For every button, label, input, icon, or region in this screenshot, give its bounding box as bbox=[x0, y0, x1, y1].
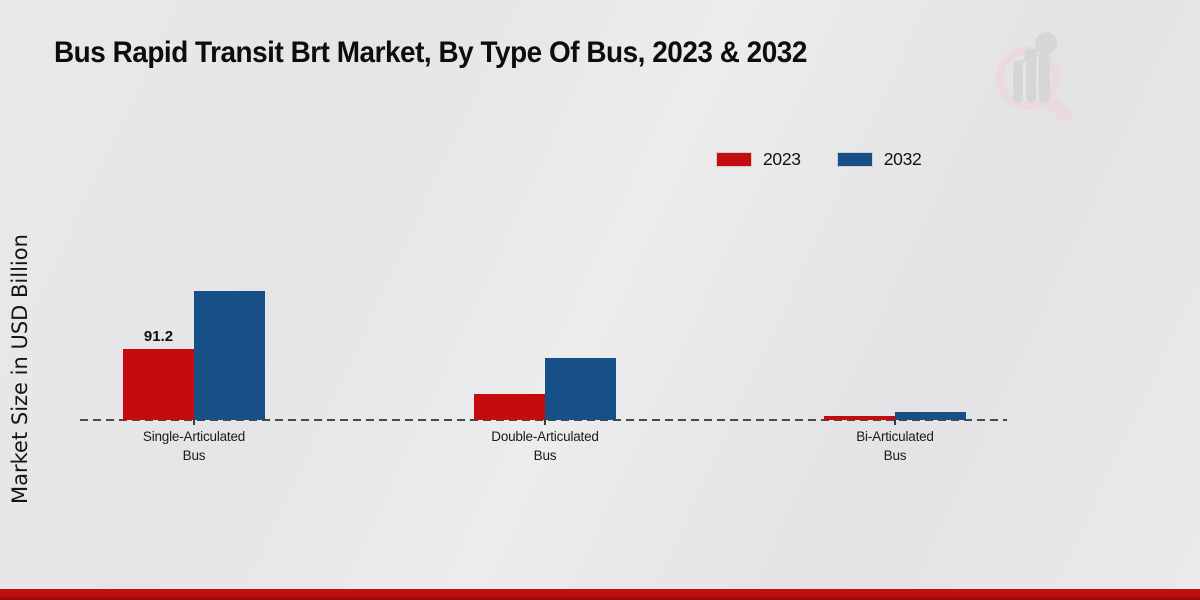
x-tick-label: Single-Articulated Bus bbox=[142, 429, 246, 463]
legend-swatch-2032 bbox=[836, 152, 873, 167]
x-tick-label: Double-Articulated Bus bbox=[491, 429, 599, 463]
legend-item-2023: 2023 bbox=[716, 149, 801, 170]
legend-swatch-2023 bbox=[716, 152, 752, 167]
legend-label-2023: 2023 bbox=[763, 149, 801, 169]
footer-accent-bar bbox=[0, 589, 1200, 600]
x-axis-baseline bbox=[80, 419, 1007, 421]
x-axis-tick bbox=[544, 420, 546, 425]
bar-2032-bi-articulated-bus bbox=[895, 412, 966, 420]
x-tick-label: Bi-Articulated Bus bbox=[856, 429, 934, 463]
x-axis-tick bbox=[894, 420, 896, 425]
bar-2023-single-articulated-bus bbox=[123, 349, 194, 420]
legend-label-2032: 2032 bbox=[883, 149, 922, 169]
bar-2023-double-articulated-bus bbox=[474, 393, 545, 420]
chart-title-text: Bus Rapid Transit Brt Market, By Type Of… bbox=[54, 36, 807, 69]
chart-legend: 2023 2032 bbox=[716, 149, 957, 170]
bar-2023-bi-articulated-bus bbox=[824, 416, 895, 420]
magnifier-bar-chart-watermark-icon bbox=[996, 32, 1072, 121]
bar-2032-single-articulated-bus bbox=[194, 290, 265, 420]
legend-item-2032: 2032 bbox=[836, 149, 922, 170]
chart-title: Bus Rapid Transit Brt Market, By Type Of… bbox=[54, 36, 864, 70]
bar-value-label: 91.2 bbox=[143, 328, 174, 345]
x-axis-tick bbox=[193, 420, 195, 425]
bar-2032-double-articulated-bus bbox=[545, 358, 616, 420]
